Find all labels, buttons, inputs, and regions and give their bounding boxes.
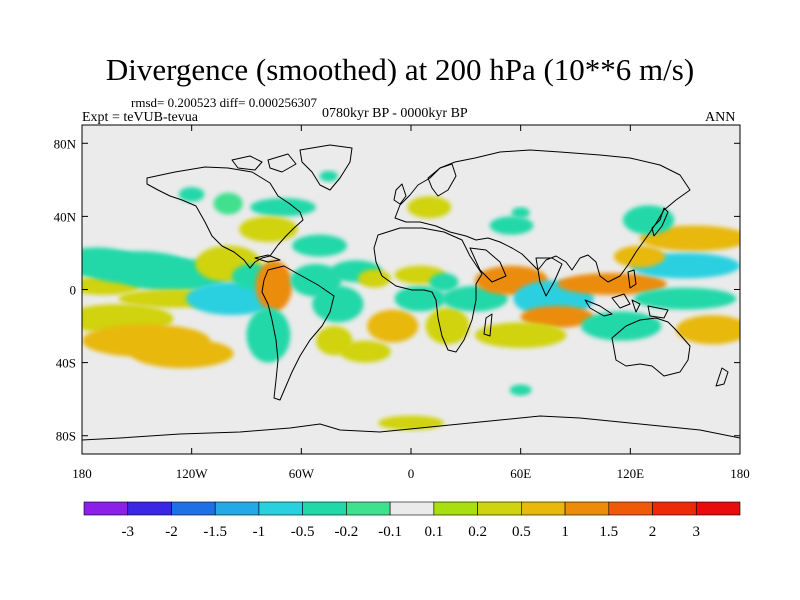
chart-title: Divergence (smoothed) at 200 hPa (10**6 … [105, 52, 695, 87]
colorbar-swatch [171, 501, 216, 516]
experiment-label: Expt = teVUB-tevua [82, 110, 198, 125]
field-patch-46 [509, 384, 532, 396]
field-patch-34 [520, 305, 594, 328]
field-patch-23 [319, 170, 338, 182]
field-patch-44 [489, 216, 534, 235]
field-patch-22 [339, 340, 391, 363]
field-patch-28 [425, 307, 470, 345]
coastline-africa [373, 227, 483, 353]
colorbar-label: 1 [561, 524, 569, 540]
coastline-australia [611, 317, 691, 377]
field-patch-29 [429, 273, 459, 292]
colorbar-label: 0.2 [468, 524, 487, 540]
colorbar-label: 0.5 [512, 524, 531, 540]
coastline-arabia [469, 247, 507, 283]
field-patch-15 [250, 198, 316, 217]
coastline-india [535, 257, 563, 297]
colorbar-swatch [564, 501, 610, 516]
field-patch-12 [246, 307, 291, 363]
colorbar-label: -2 [165, 524, 178, 540]
y-tick-label: 80N [54, 136, 77, 151]
axes: 180 120W 60W 0 60E 120E 180 80N 40N 0 40S 80S [54, 125, 750, 481]
colorbar-swatch [302, 501, 347, 516]
field-patch-17 [292, 234, 348, 257]
colorbar-swatch [127, 501, 172, 516]
field-patch-14 [178, 187, 205, 202]
x-tick-label: 60W [289, 466, 315, 481]
coastline-cuba [254, 254, 281, 263]
coastline-madagascar [483, 313, 493, 337]
colorbar-swatch [433, 501, 478, 516]
field-patch-30 [407, 196, 452, 219]
coastline-japan [651, 207, 669, 237]
field-patch-38 [639, 225, 740, 252]
field-patch-13 [213, 192, 243, 215]
colorbar-label: 1.5 [599, 524, 618, 540]
colorbar-label: 0.1 [424, 524, 443, 540]
colorbar-swatch [695, 501, 741, 516]
colorbar-swatch [652, 501, 697, 516]
x-tick-label: 60E [510, 466, 531, 481]
colorbar-swatch [521, 501, 566, 516]
colorbar-swatch [83, 501, 129, 516]
colorbar-label: -1.5 [203, 524, 227, 540]
colorbar-swatch [258, 501, 303, 516]
colorbar: -3 -2 -1.5 -1 -0.5 -0.2 -0.1 0.1 0.2 0.5 1 1.5 2 3 [83, 501, 741, 540]
coastline-scandinavia [427, 163, 457, 197]
coastline-greenland [299, 144, 353, 191]
y-tick-label: 0 [70, 283, 77, 298]
coastline-philippines [627, 269, 637, 289]
field-patch-45 [511, 207, 530, 219]
data-field [82, 170, 740, 431]
colorbar-label: -3 [121, 524, 134, 540]
season-label: ANN [705, 110, 736, 125]
x-tick-label: 180 [730, 466, 750, 481]
y-tick-label: 40N [54, 209, 77, 224]
colorbar-label: -0.2 [335, 524, 359, 540]
field-patch-26 [394, 285, 446, 312]
x-tick-label: 180 [72, 466, 92, 481]
field-patch-43 [676, 315, 740, 345]
field-patch-16 [239, 216, 298, 242]
field-patch-35 [474, 322, 567, 348]
coastline-antarctica [82, 415, 740, 441]
colorbar-swatch [214, 501, 260, 516]
field-patch-24 [357, 269, 391, 288]
y-tick-label: 80S [56, 429, 76, 444]
colorbar-label: 2 [649, 524, 657, 540]
coastline-new-zealand [715, 367, 729, 387]
colorbar-label: -0.1 [378, 524, 402, 540]
coastline-north-america [146, 166, 304, 269]
field-patch-36 [557, 273, 667, 295]
coastline-arctic-islands [231, 153, 297, 173]
field-patch-25 [367, 309, 419, 343]
field-patch-37 [580, 311, 662, 341]
x-tick-label: 0 [408, 466, 415, 481]
colorbar-swatch [477, 501, 522, 516]
x-tick-label: 120E [617, 466, 645, 481]
colorbar-label: 3 [693, 524, 701, 540]
period-label: 0780kyr BP - 0000kyr BP [322, 106, 468, 121]
field-patch-9 [186, 282, 278, 316]
colorbar-swatch [389, 501, 435, 516]
field-patch-47 [378, 415, 444, 431]
coastlines [82, 144, 740, 441]
y-tick-label: 40S [56, 356, 76, 371]
stats-text: rmsd= 0.200523 diff= 0.000256307 [131, 95, 317, 110]
colorbar-label: -0.5 [291, 524, 315, 540]
field-patch-42 [633, 287, 737, 310]
coastline-britain [393, 183, 407, 205]
field-patch-40 [623, 205, 675, 235]
coastline-indonesia [584, 293, 669, 319]
coastline-eurasia [394, 149, 691, 283]
field-patch-7 [131, 338, 234, 369]
field-patch-41 [613, 245, 666, 268]
colorbar-swatch [608, 501, 653, 516]
colorbar-label: -1 [253, 524, 266, 540]
x-tick-label: 120W [176, 466, 209, 481]
coastline-south-america [261, 265, 335, 401]
colorbar-swatch [346, 501, 391, 516]
field-patch-20 [312, 285, 364, 323]
